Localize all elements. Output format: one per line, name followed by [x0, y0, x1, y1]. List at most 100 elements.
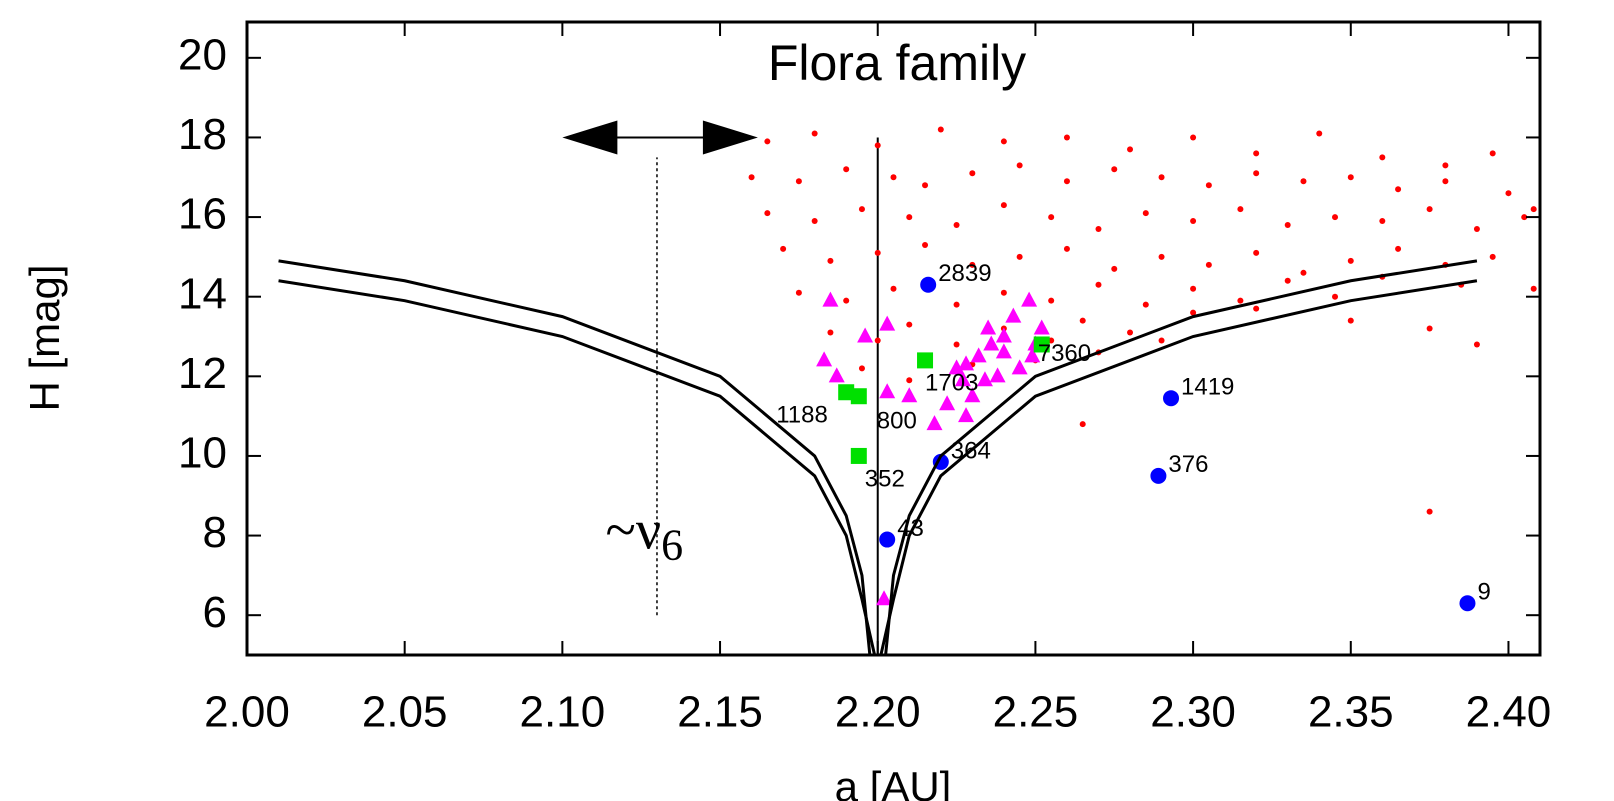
x-tick-label: 2.10	[520, 688, 606, 737]
curve	[879, 279, 1478, 655]
point	[1284, 222, 1291, 229]
point	[1426, 508, 1433, 515]
point	[843, 297, 850, 304]
y-tick-label: 6	[203, 588, 227, 637]
point	[1332, 214, 1339, 221]
point	[827, 329, 834, 336]
point	[1253, 249, 1260, 256]
point	[1489, 253, 1496, 260]
point	[795, 289, 802, 296]
x-axis-title: a [AU]	[835, 763, 952, 801]
point	[1016, 162, 1023, 169]
point	[970, 347, 987, 363]
point	[1237, 206, 1244, 213]
point	[1079, 421, 1086, 428]
point-label: 2839	[938, 260, 991, 287]
point-label: 352	[865, 465, 905, 492]
point	[1095, 226, 1102, 233]
point	[958, 355, 975, 371]
point	[1205, 182, 1212, 189]
point	[1489, 150, 1496, 157]
point	[858, 365, 865, 372]
point	[1530, 285, 1537, 292]
annotation-subscript: 6	[661, 521, 683, 570]
y-tick-label: 10	[178, 429, 227, 478]
x-tick-label: 2.35	[1308, 688, 1394, 737]
point	[850, 447, 867, 464]
x-tick-label: 2.15	[677, 688, 763, 737]
point	[780, 245, 787, 252]
point	[1000, 202, 1007, 209]
point	[1300, 269, 1307, 276]
point	[1127, 146, 1134, 153]
point	[1395, 186, 1402, 193]
point	[874, 249, 881, 256]
point	[1237, 297, 1244, 304]
point	[1033, 319, 1050, 335]
point	[1379, 154, 1386, 161]
point	[1063, 245, 1070, 252]
point	[1033, 336, 1050, 353]
point	[1347, 174, 1354, 181]
point	[1442, 178, 1449, 185]
point	[1142, 301, 1149, 308]
plot-area	[278, 120, 1537, 655]
y-tick-label: 14	[178, 269, 227, 318]
point	[811, 218, 818, 225]
point	[1253, 170, 1260, 177]
point	[1063, 134, 1070, 141]
curve	[278, 259, 872, 655]
point	[1111, 265, 1118, 272]
point	[838, 384, 855, 401]
point	[1395, 245, 1402, 252]
y-tick-label: 12	[178, 349, 227, 398]
point	[879, 383, 896, 399]
point	[1426, 206, 1433, 213]
point-label: 1188	[776, 402, 828, 429]
point	[995, 327, 1012, 343]
point	[1158, 174, 1165, 181]
point	[858, 206, 865, 213]
plot-frame	[245, 20, 1542, 657]
point	[1300, 178, 1307, 185]
point	[1190, 309, 1197, 316]
point	[939, 395, 956, 411]
point	[917, 352, 934, 369]
point	[989, 367, 1006, 383]
point	[906, 377, 913, 384]
point	[953, 341, 960, 348]
point-label: 7360	[1038, 340, 1091, 367]
point	[953, 301, 960, 308]
x-tick-label: 2.40	[1466, 688, 1552, 737]
y-tick-label: 20	[178, 30, 227, 79]
point	[1190, 218, 1197, 225]
point	[964, 387, 981, 403]
annotation-text: ~ν	[606, 499, 662, 561]
point	[1426, 325, 1433, 332]
point	[969, 261, 976, 268]
point	[1079, 317, 1086, 324]
point	[879, 315, 896, 331]
point	[879, 531, 896, 548]
point-label: 9	[1477, 579, 1490, 606]
point	[1000, 289, 1007, 296]
point	[1063, 178, 1070, 185]
point	[811, 130, 818, 137]
point	[1442, 162, 1449, 169]
point	[1150, 467, 1167, 484]
point	[890, 174, 897, 181]
point	[857, 327, 874, 343]
annotation: ~ν6	[606, 499, 684, 569]
point	[764, 138, 771, 145]
point	[1158, 337, 1165, 344]
point	[901, 387, 918, 403]
point	[1095, 281, 1102, 288]
point	[976, 371, 993, 387]
point	[1205, 261, 1212, 268]
point	[1459, 595, 1476, 612]
point	[1158, 253, 1165, 260]
point	[1473, 226, 1480, 233]
curve	[884, 259, 1478, 655]
